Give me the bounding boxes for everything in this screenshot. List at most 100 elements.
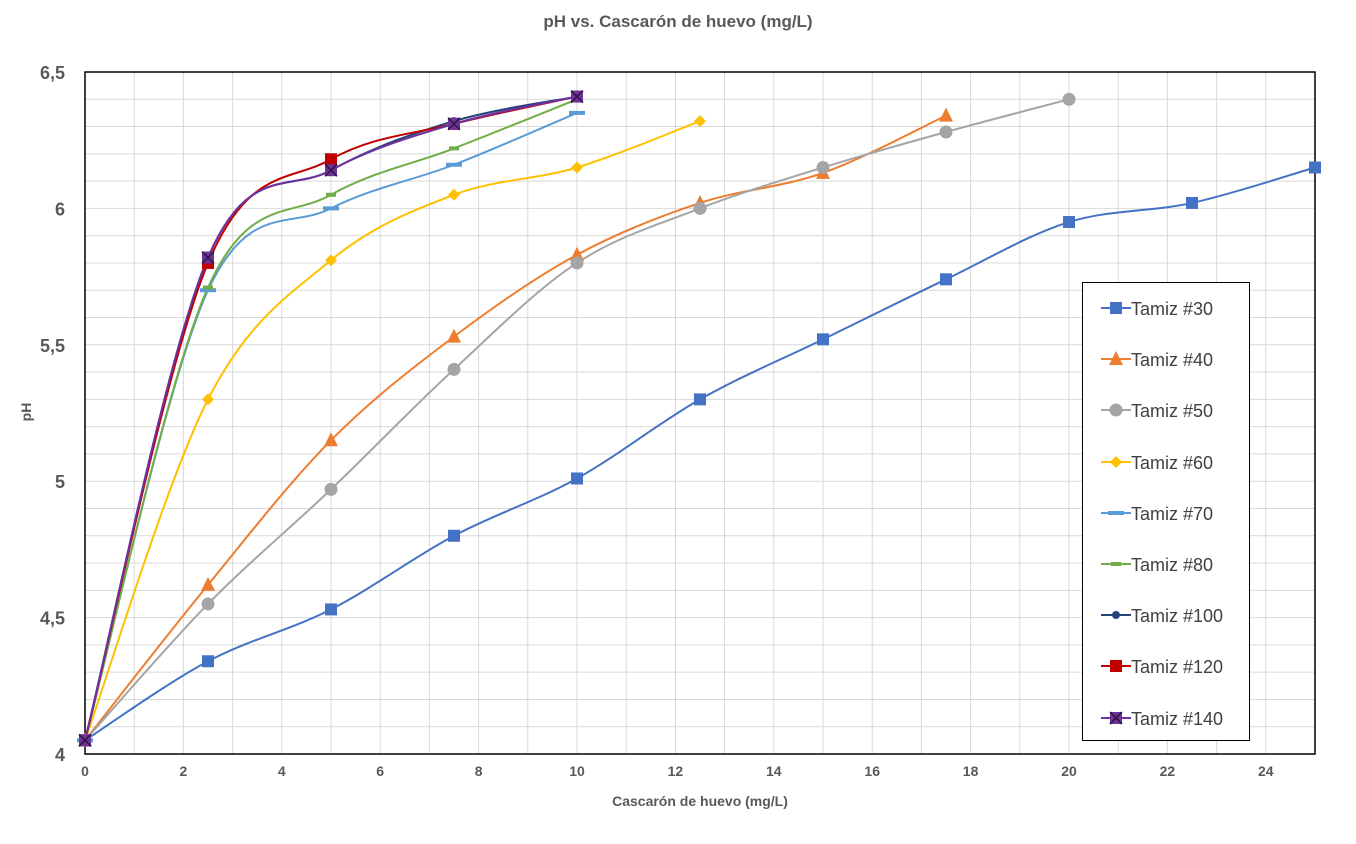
series-line-9: [84, 95, 578, 741]
legend-marker: [1109, 403, 1123, 417]
y-tick-label: 6,5: [40, 63, 65, 83]
legend-label: Tamiz #120: [1131, 657, 1224, 678]
legend-swatch: [1101, 351, 1131, 366]
legend-label: Tamiz #100: [1131, 606, 1224, 627]
data-point: [570, 256, 584, 270]
legend-label: Tamiz #60: [1131, 452, 1214, 473]
data-point: [78, 733, 92, 747]
legend-label: Tamiz #140: [1131, 708, 1224, 729]
data-point: [324, 432, 338, 447]
legend-marker: [1109, 711, 1123, 725]
data-point: [571, 472, 583, 485]
legend-swatch: [1101, 455, 1131, 468]
legend-item: Tamiz #120: [1083, 654, 1251, 678]
x-tick-label: 2: [180, 763, 188, 779]
legend-marker: [1108, 510, 1124, 515]
chart-title: pH vs. Cascarón de huevo (mg/L): [543, 12, 813, 31]
legend-item: Tamiz #80: [1083, 552, 1251, 576]
series-markers: [77, 89, 1321, 747]
x-tick-label: 16: [864, 763, 880, 779]
y-tick-label: 5,5: [40, 336, 65, 356]
plot-border: [84, 71, 1316, 755]
data-point: [325, 603, 337, 616]
data-point: [693, 201, 707, 215]
legend-item: Tamiz #30: [1083, 296, 1251, 320]
data-point: [817, 333, 829, 346]
x-tick-label: 12: [668, 763, 684, 779]
legend-swatch: [1101, 611, 1131, 620]
data-point: [447, 117, 461, 131]
data-point: [325, 153, 337, 166]
legend-item: Tamiz #140: [1083, 706, 1251, 730]
x-tick-label: 6: [376, 763, 384, 779]
data-point: [324, 163, 338, 177]
data-point: [1186, 196, 1198, 209]
grid-lines: [84, 71, 1316, 755]
data-point: [324, 482, 338, 496]
legend-label: Tamiz #70: [1131, 503, 1214, 524]
legend-label: Tamiz #40: [1131, 350, 1214, 371]
y-tick-label: 4: [55, 745, 65, 765]
y-axis-title: pH: [18, 402, 34, 422]
data-point: [325, 254, 337, 267]
legend: Tamiz #30 Tamiz #40 Tamiz #50 Tamiz #60 Tami…: [1082, 282, 1250, 741]
series-line-2: [84, 114, 947, 741]
data-point: [940, 273, 952, 286]
data-point: [449, 146, 459, 151]
legend-item: Tamiz #70: [1083, 501, 1251, 525]
x-tick-label: 22: [1160, 763, 1176, 779]
x-tick-label: 18: [963, 763, 979, 779]
legend-item: Tamiz #50: [1083, 398, 1251, 422]
x-tick-label: 8: [475, 763, 483, 779]
legend-marker: [1110, 455, 1122, 468]
data-point: [200, 288, 216, 293]
data-point: [447, 328, 461, 343]
data-point: [569, 110, 585, 115]
legend-label: Tamiz #80: [1131, 555, 1214, 575]
legend-marker: [1112, 611, 1120, 620]
legend-item: Tamiz #40: [1083, 347, 1251, 371]
x-tick-label: 10: [569, 763, 585, 779]
x-tick-label: 24: [1258, 763, 1274, 779]
data-point: [447, 362, 461, 376]
data-point: [570, 89, 584, 104]
data-point: [201, 597, 215, 611]
legend-item: Tamiz #60: [1083, 450, 1251, 474]
series-line-6: [84, 98, 578, 741]
data-point: [201, 576, 215, 591]
data-point: [816, 160, 830, 174]
data-point: [202, 655, 214, 668]
series-line-3: [84, 98, 1070, 742]
series-line-4: [84, 120, 701, 741]
x-tick-label: 14: [766, 763, 782, 779]
y-tick-label: 5: [55, 472, 65, 492]
data-point: [571, 161, 583, 174]
legend-swatch: [1101, 660, 1131, 673]
data-point: [446, 162, 462, 167]
data-point: [1063, 216, 1075, 229]
x-tick-label: 20: [1061, 763, 1077, 779]
data-point: [939, 125, 953, 139]
legend-marker: [1110, 660, 1122, 673]
data-point: [1309, 161, 1321, 174]
data-point: [694, 115, 706, 128]
data-point: [1062, 92, 1076, 106]
data-point: [203, 285, 213, 290]
legend-label: Tamiz #50: [1131, 401, 1214, 422]
data-point: [448, 529, 460, 542]
legend-swatch: [1101, 510, 1131, 515]
x-tick-label: 4: [278, 763, 286, 779]
legend-item: Tamiz #100: [1083, 603, 1251, 627]
data-point: [202, 393, 214, 406]
data-point: [694, 393, 706, 406]
data-point: [939, 107, 953, 122]
x-axis-title: Cascarón de huevo (mg/L): [612, 793, 788, 809]
data-point: [201, 250, 215, 265]
x-tick-label: 0: [81, 763, 89, 779]
data-point: [448, 188, 460, 201]
legend-marker: [1110, 302, 1122, 314]
legend-marker: [1111, 562, 1121, 566]
